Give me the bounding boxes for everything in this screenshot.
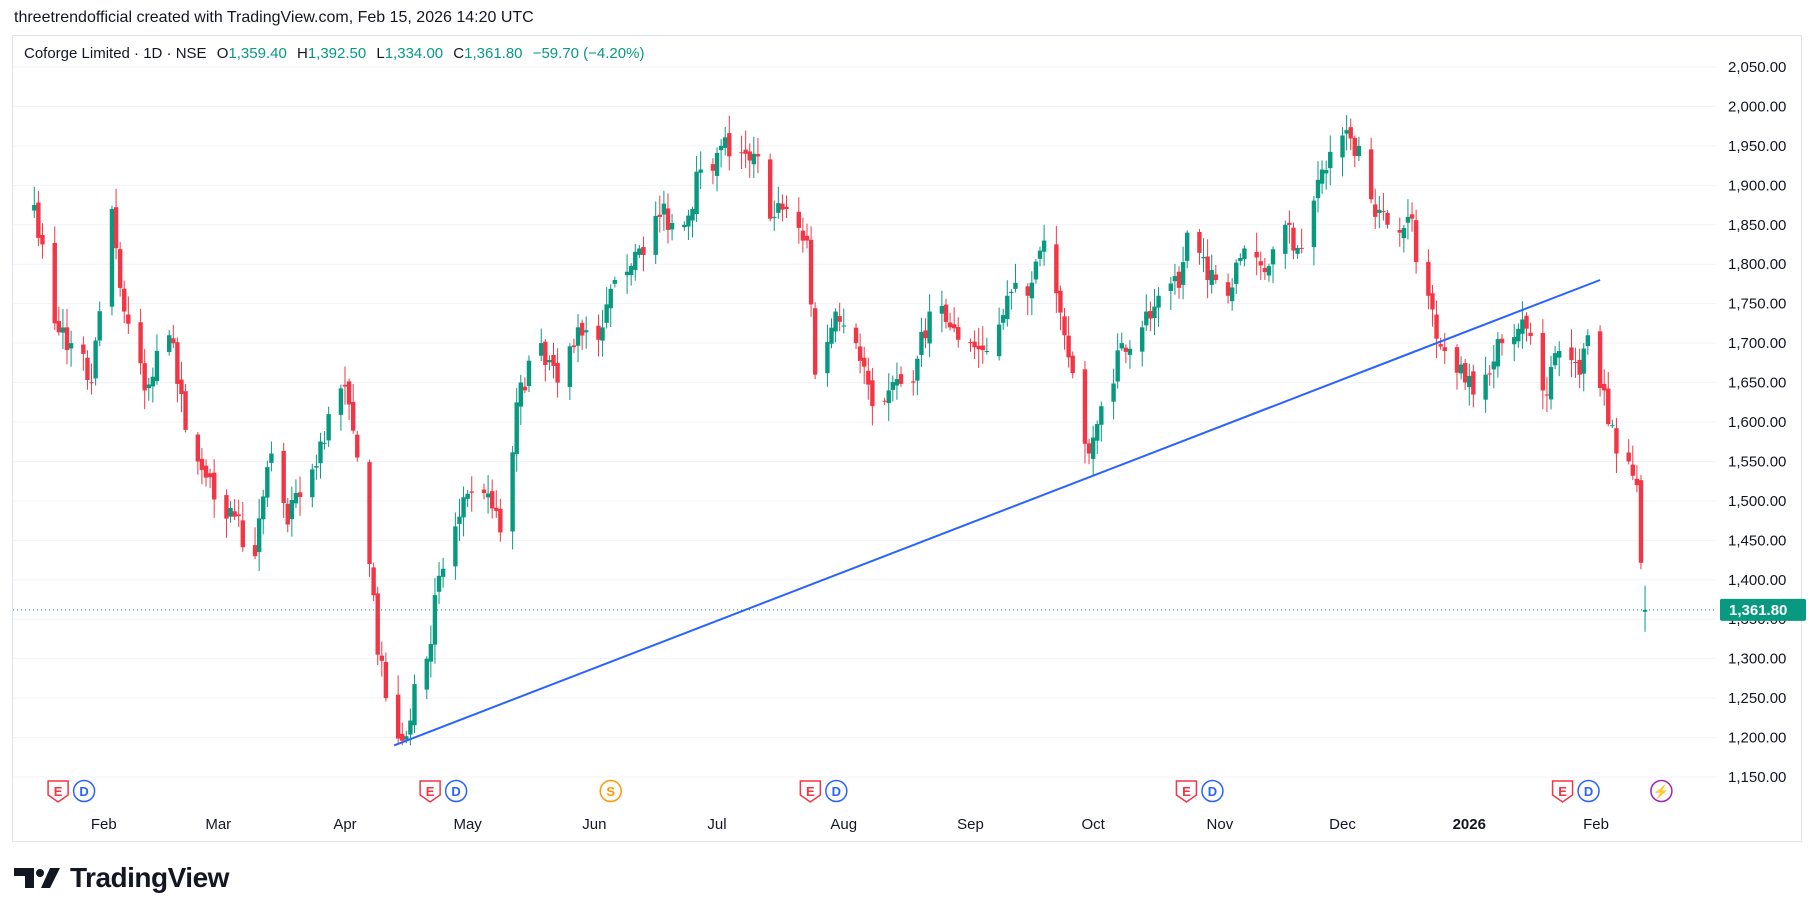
tradingview-logo[interactable]: TradingView <box>14 862 229 894</box>
low-label: L <box>376 45 385 62</box>
symbol-legend: Coforge Limited · 1D · NSE O1,359.40 H1,… <box>24 45 644 62</box>
high-value: 1,392.50 <box>307 45 367 62</box>
close-label: C <box>453 45 465 62</box>
chart-attribution: threetrendofficial created with TradingV… <box>14 9 534 26</box>
close-value: 1,361.80 <box>464 45 523 62</box>
open-value: 1,359.40 <box>228 45 287 62</box>
tradingview-wordmark: TradingView <box>70 862 229 893</box>
open-label: O <box>216 45 229 62</box>
low-value: 1,334.00 <box>384 45 444 62</box>
chart-frame <box>12 35 1802 842</box>
high-label: H <box>296 45 308 62</box>
tradingview-logo-icon <box>14 868 60 888</box>
change-value: −59.70 (−4.20%) <box>532 45 645 62</box>
symbol-name[interactable]: Coforge Limited · 1D · NSE <box>24 45 207 62</box>
